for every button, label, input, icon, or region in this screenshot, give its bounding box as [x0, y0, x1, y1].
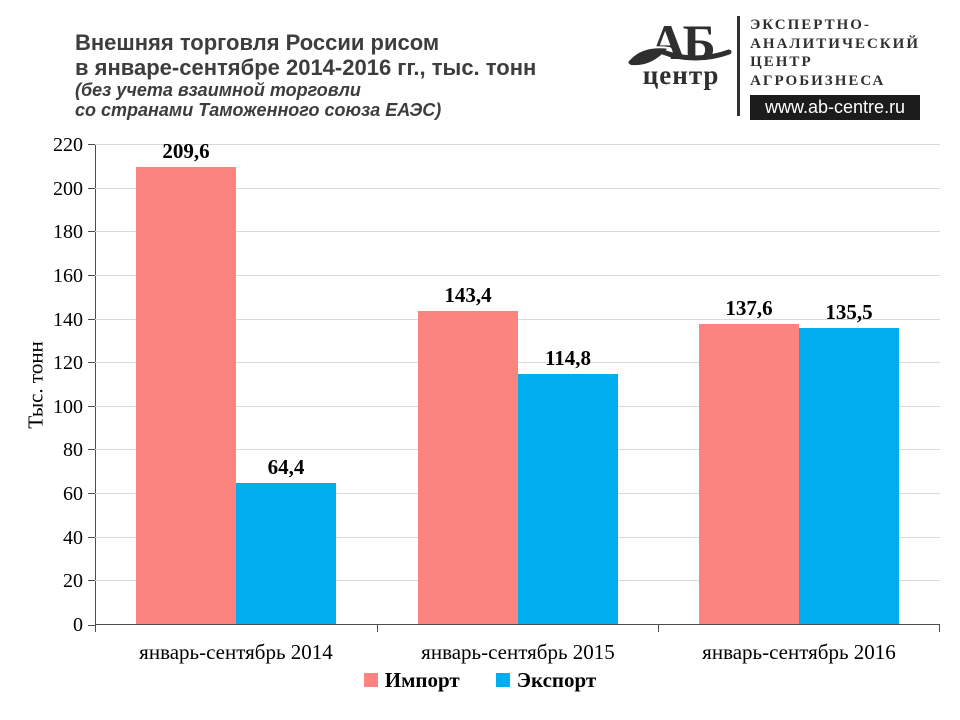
bar-импорт-1 [136, 167, 236, 624]
plot-area: 0 20 40 60 80 100 120 140 160 180 200 220 209,6 64,4 я… [53, 134, 940, 664]
category-label-3: январь-сентябрь 2016 [702, 640, 896, 664]
y-tick-180 [88, 231, 95, 233]
logo-org-line-4: АГРОБИЗНЕСА [750, 72, 886, 89]
y-tick-200 [88, 187, 95, 189]
x-tick-1 [377, 625, 378, 632]
y-tick-label-220: 220 [53, 134, 83, 156]
bar-экспорт-3 [799, 328, 899, 624]
logo-org-line-2: АНАЛИТИЧЕСКИЙ [750, 35, 920, 52]
ab-centre-logo: АБ центр ЭКСПЕРТНО- АНАЛИТИЧЕСКИЙ ЦЕНТР … [625, 14, 920, 120]
x-axis-line [95, 624, 940, 625]
bar-value-label-экспорт-2: 114,8 [544, 346, 592, 370]
logo-separator [737, 16, 741, 116]
logo-org-line-3: ЦЕНТР [750, 54, 813, 70]
y-tick-label-100: 100 [53, 395, 83, 418]
bar-value-label-экспорт-1: 64,4 [267, 455, 305, 479]
y-tick-0 [88, 625, 95, 626]
y-tick-label-200: 200 [53, 177, 83, 200]
gridline-220 [95, 144, 940, 145]
chart-subtitle-line-1: (без учета взаимной торговли [75, 80, 361, 100]
gridline-160 [95, 274, 940, 276]
y-tick-label-0: 0 [73, 614, 83, 636]
y-tick-label-160: 160 [53, 264, 83, 287]
y-tick-40 [88, 536, 95, 538]
gridline-180 [95, 231, 940, 233]
y-tick-80 [88, 449, 95, 451]
logo-website: www.ab-centre.ru [750, 95, 920, 120]
y-tick-label-120: 120 [53, 352, 83, 375]
legend-swatch-экспорт [495, 673, 510, 687]
gridline-200 [95, 187, 940, 189]
legend-item-экспорт: Экспорт [495, 668, 597, 692]
logo-org-line-1: ЭКСПЕРТНО- [750, 17, 871, 33]
bar-value-label-импорт-3: 137,6 [725, 296, 773, 320]
y-tick-140 [88, 318, 95, 320]
logo-acronym: АБ [649, 14, 716, 70]
y-tick-100 [88, 405, 95, 407]
x-tick-2 [658, 625, 659, 632]
chart-subtitle-line-2: со странами Таможенного союза ЕАЭС) [75, 100, 442, 120]
logo-org-block: ЭКСПЕРТНО- АНАЛИТИЧЕСКИЙ ЦЕНТР АГРОБИЗНЕ… [750, 16, 920, 120]
y-tick-20 [88, 580, 95, 582]
y-tick-220 [88, 144, 95, 145]
chart-title-block: Внешняя торговля России рисом в январе-с… [75, 30, 536, 120]
y-tick-label-20: 20 [63, 570, 83, 593]
y-tick-label-40: 40 [63, 526, 83, 549]
legend-item-импорт: Импорт [363, 668, 460, 692]
y-tick-label-60: 60 [63, 483, 83, 506]
y-tick-60 [88, 493, 95, 495]
x-tick-0 [95, 625, 96, 632]
bar-экспорт-2 [518, 374, 618, 624]
bar-импорт-3 [699, 324, 799, 624]
y-tick-120 [88, 362, 95, 364]
y-tick-label-180: 180 [53, 221, 83, 244]
bar-экспорт-1 [236, 483, 336, 624]
y-tick-label-140: 140 [53, 308, 83, 331]
bar-импорт-2 [418, 311, 518, 624]
legend: Импорт Экспорт [0, 668, 960, 692]
y-tick-160 [88, 274, 95, 276]
bar-value-label-экспорт-3: 135,5 [825, 300, 873, 324]
logo-name: центр [642, 60, 720, 90]
chart-title-line-1: Внешняя торговля России рисом [75, 30, 440, 55]
legend-label-экспорт: Экспорт [516, 668, 597, 692]
legend-label-импорт: Импорт [384, 668, 460, 692]
category-label-2: январь-сентябрь 2015 [421, 640, 615, 664]
bar-value-label-импорт-1: 209,6 [162, 139, 210, 163]
bar-value-label-импорт-2: 143,4 [444, 283, 492, 307]
chart-title-line-2: в январе-сентябре 2014-2016 гг., тыс. то… [75, 55, 537, 80]
x-tick-3 [939, 625, 940, 632]
y-axis-line [95, 145, 96, 626]
category-label-1: январь-сентябрь 2014 [139, 640, 333, 664]
logo-mark: АБ центр [625, 14, 732, 90]
legend-swatch-импорт [363, 673, 378, 687]
y-tick-label-80: 80 [63, 439, 83, 462]
